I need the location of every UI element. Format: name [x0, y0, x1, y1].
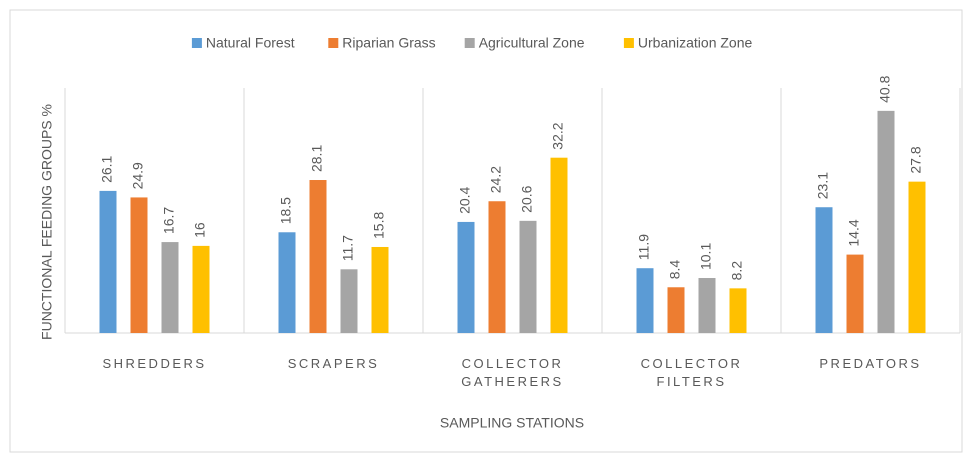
data-label: 18.5 — [278, 197, 294, 224]
bar — [371, 246, 389, 333]
data-label: 16 — [192, 222, 208, 238]
data-label: 24.2 — [488, 166, 504, 193]
bar — [729, 288, 747, 333]
bar — [457, 221, 475, 333]
y-axis-title: FUNCTIONAL FEEDING GROUPS % — [39, 104, 55, 340]
bar — [667, 287, 685, 333]
data-label: 8.2 — [729, 261, 745, 281]
data-label: 11.9 — [636, 234, 652, 260]
bar — [698, 278, 716, 333]
bar — [309, 180, 327, 333]
bar — [488, 201, 506, 333]
bar — [161, 242, 179, 333]
data-label: 20.4 — [457, 186, 473, 213]
legend-swatch — [623, 38, 634, 48]
legend-swatch — [191, 38, 202, 48]
x-tick-label: PREDATORS — [819, 356, 922, 371]
bar — [278, 232, 296, 333]
legend-swatch — [328, 38, 339, 48]
data-label: 14.4 — [846, 219, 862, 246]
legend-label: Riparian Grass — [342, 35, 435, 51]
bar — [877, 110, 895, 333]
data-label: 32.2 — [550, 122, 566, 149]
data-label: 26.1 — [99, 155, 115, 182]
legend-label: Agricultural Zone — [479, 35, 585, 51]
bar — [846, 254, 864, 333]
bar — [99, 190, 117, 333]
chart-border — [9, 9, 963, 453]
data-label: 40.8 — [877, 75, 893, 102]
legend-swatch — [464, 38, 475, 48]
data-label: 27.8 — [908, 146, 924, 173]
data-label: 10.1 — [698, 243, 714, 270]
data-label: 16.7 — [161, 207, 177, 234]
bar — [636, 268, 654, 333]
x-axis-title: SAMPLING STATIONS — [440, 415, 584, 431]
x-tick-label: COLLECTOR FILTERS — [640, 356, 743, 389]
data-label: 24.9 — [130, 162, 146, 189]
bar — [519, 220, 537, 333]
x-tick-label: COLLECTOR GATHERERS — [461, 356, 564, 389]
bar — [340, 269, 358, 333]
data-label: 11.7 — [340, 235, 356, 261]
data-label: 15.8 — [371, 212, 387, 239]
data-label: 23.1 — [815, 172, 831, 199]
bar — [815, 207, 833, 333]
x-tick-label: SHREDDERS — [102, 356, 207, 371]
legend-label: Urbanization Zone — [638, 35, 753, 51]
data-label: 8.4 — [667, 260, 683, 280]
x-tick-label: SCRAPERS — [287, 356, 380, 371]
bar — [908, 181, 926, 333]
data-label: 28.1 — [309, 145, 325, 172]
bar — [550, 157, 568, 333]
bar — [192, 245, 210, 333]
legend-label: Natural Forest — [206, 35, 295, 51]
data-label: 20.6 — [519, 185, 535, 212]
bar — [130, 197, 148, 333]
